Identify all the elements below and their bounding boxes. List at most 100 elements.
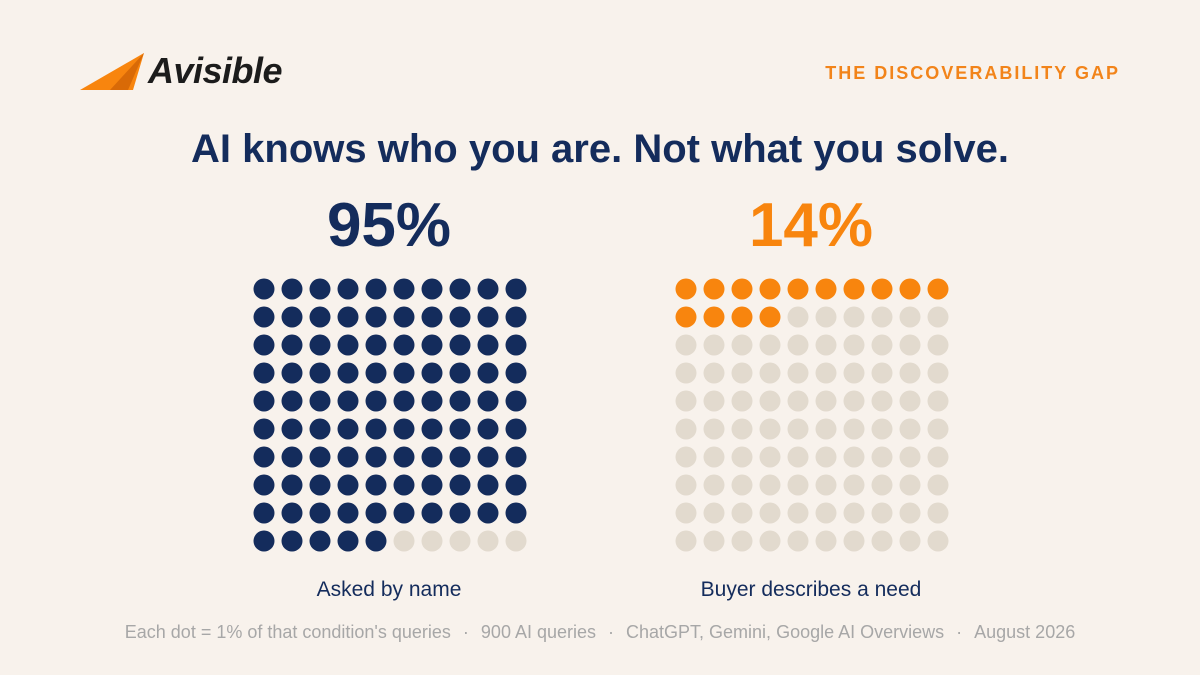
waffle-dot-filled xyxy=(337,390,359,412)
waffle-dot-empty xyxy=(927,530,949,552)
waffle-dot-filled xyxy=(703,306,725,328)
waffle-dot-empty xyxy=(815,390,837,412)
waffle-dot-filled xyxy=(253,390,275,412)
waffle-dot-empty xyxy=(477,530,499,552)
waffle-dot-empty xyxy=(871,334,893,356)
waffle-dot-filled xyxy=(421,362,443,384)
waffle-dot-empty xyxy=(675,502,697,524)
waffle-dot-filled xyxy=(449,334,471,356)
waffle-dot-empty xyxy=(815,306,837,328)
waffle-dot-filled xyxy=(337,418,359,440)
waffle-dot-filled xyxy=(477,418,499,440)
footer-note: Each dot = 1% of that condition's querie… xyxy=(0,621,1200,643)
waffle-dot-filled xyxy=(449,474,471,496)
waffle-dot-filled xyxy=(675,306,697,328)
waffle-dot-empty xyxy=(787,306,809,328)
waffle-dot-filled xyxy=(477,306,499,328)
waffle-dot-filled xyxy=(281,362,303,384)
waffle-dot-empty xyxy=(731,446,753,468)
waffle-dot-filled xyxy=(505,474,527,496)
waffle-dot-filled xyxy=(477,334,499,356)
waffle-dot-filled xyxy=(309,362,331,384)
waffle-dot-filled xyxy=(281,418,303,440)
waffle-dot-filled xyxy=(505,502,527,524)
waffle-dot-empty xyxy=(731,474,753,496)
waffle-dot-filled xyxy=(675,278,697,300)
waffle-dot-filled xyxy=(477,446,499,468)
waffle-dot-empty xyxy=(703,418,725,440)
waffle-dot-empty xyxy=(675,418,697,440)
waffle-dot-empty xyxy=(899,502,921,524)
waffle-dot-empty xyxy=(871,530,893,552)
waffle-dot-filled xyxy=(449,306,471,328)
waffle-dot-filled xyxy=(253,474,275,496)
waffle-dot-empty xyxy=(731,362,753,384)
waffle-dot-empty xyxy=(843,474,865,496)
waffle-dot-empty xyxy=(759,502,781,524)
waffle-dot-empty xyxy=(675,390,697,412)
footer-item: 900 AI queries xyxy=(480,622,597,642)
waffle-dot-empty xyxy=(759,530,781,552)
waffle-dot-empty xyxy=(843,390,865,412)
waffle-dot-filled xyxy=(421,334,443,356)
waffle-dot-empty xyxy=(899,390,921,412)
waffle-dot-filled xyxy=(449,390,471,412)
waffle-dot-filled xyxy=(365,306,387,328)
waffle-dot-filled xyxy=(393,306,415,328)
waffle-dot-filled xyxy=(309,474,331,496)
waffle-dot-empty xyxy=(759,334,781,356)
waffle-dot-empty xyxy=(787,390,809,412)
waffle-dot-filled xyxy=(337,362,359,384)
waffle-dot-empty xyxy=(927,502,949,524)
waffle-dot-empty xyxy=(787,334,809,356)
waffle-dot-empty xyxy=(731,334,753,356)
waffle-dot-empty xyxy=(843,446,865,468)
waffle-dot-filled xyxy=(759,306,781,328)
waffle-dot-empty xyxy=(815,334,837,356)
waffle-dot-filled xyxy=(253,278,275,300)
waffle-dot-empty xyxy=(703,362,725,384)
waffle-dot-filled xyxy=(927,278,949,300)
waffle-dot-empty xyxy=(927,446,949,468)
caption-asked-by-name: Asked by name xyxy=(316,578,462,601)
waffle-dot-filled xyxy=(309,530,331,552)
waffle-dot-empty xyxy=(815,362,837,384)
waffle-dot-empty xyxy=(731,530,753,552)
waffle-dot-empty xyxy=(899,362,921,384)
waffle-dot-filled xyxy=(421,390,443,412)
waffle-dot-empty xyxy=(899,474,921,496)
waffle-dot-empty xyxy=(815,530,837,552)
waffle-dot-empty xyxy=(787,446,809,468)
waffle-dot-filled xyxy=(449,362,471,384)
waffle-dot-filled xyxy=(337,502,359,524)
waffle-dot-empty xyxy=(871,362,893,384)
waffle-dot-filled xyxy=(253,334,275,356)
waffle-dot-empty xyxy=(815,446,837,468)
waffle-dot-empty xyxy=(675,530,697,552)
waffle-dot-empty xyxy=(675,334,697,356)
waffle-dot-filled xyxy=(309,390,331,412)
waffle-dot-filled xyxy=(505,306,527,328)
waffle-dot-empty xyxy=(871,390,893,412)
waffle-dot-filled xyxy=(337,306,359,328)
waffle-dot-filled xyxy=(421,418,443,440)
waffle-dot-filled xyxy=(365,362,387,384)
brand-logo: Avisible xyxy=(80,50,283,92)
waffle-dot-filled xyxy=(899,278,921,300)
waffle-dot-empty xyxy=(703,446,725,468)
waffle-dot-empty xyxy=(759,418,781,440)
waffle-dot-empty xyxy=(927,418,949,440)
waffle-dot-empty xyxy=(449,530,471,552)
waffle-dot-filled xyxy=(449,502,471,524)
waffle-dot-filled xyxy=(505,362,527,384)
waffle-dot-filled xyxy=(309,278,331,300)
waffle-dot-filled xyxy=(393,418,415,440)
stat-asked-by-name: 95% xyxy=(326,191,452,260)
waffle-dot-filled xyxy=(337,530,359,552)
tagline: THE DISCOVERABILITY GAP xyxy=(825,63,1120,83)
waffle-dot-filled xyxy=(337,446,359,468)
waffle-dot-filled xyxy=(843,278,865,300)
footer-item: August 2026 xyxy=(974,622,1076,642)
headline: AI knows who you are. Not what you solve… xyxy=(191,127,1009,171)
waffle-dot-empty xyxy=(899,446,921,468)
